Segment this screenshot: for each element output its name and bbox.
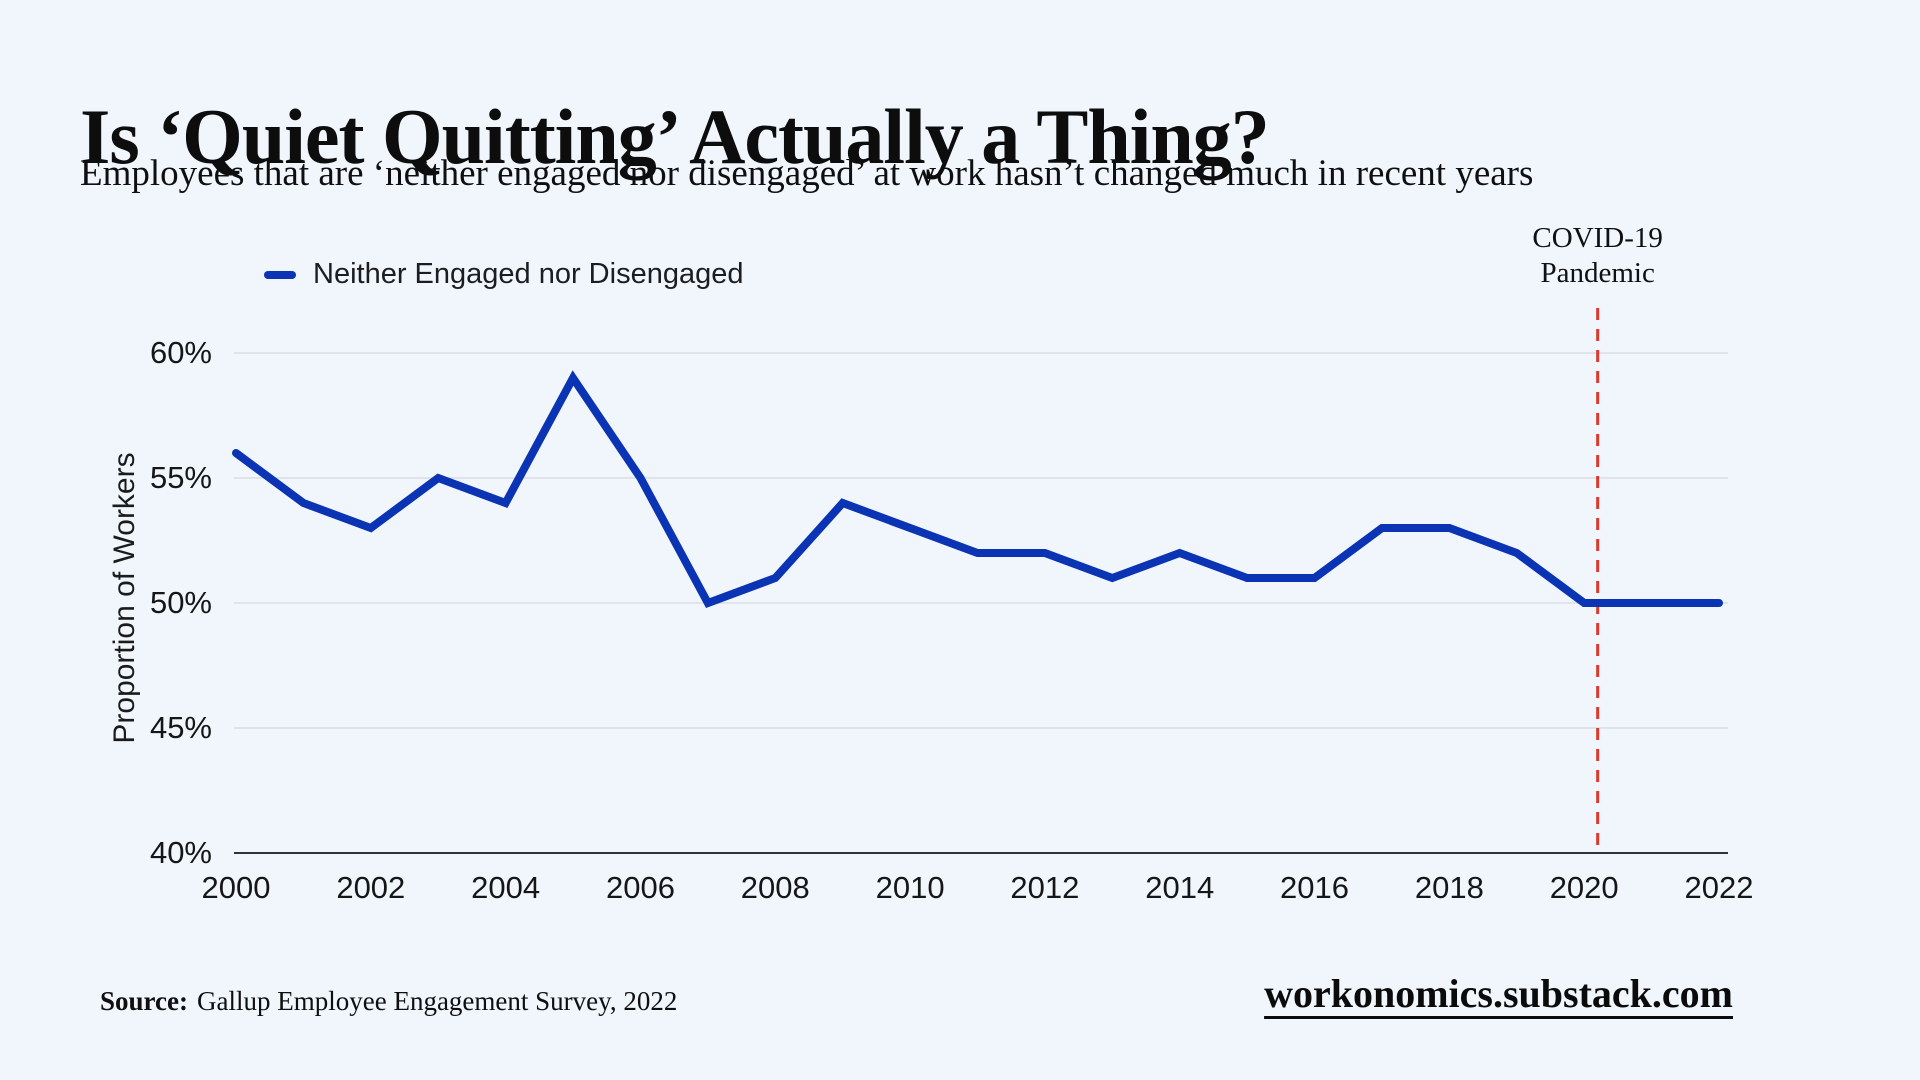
y-tick-label: 50% bbox=[149, 585, 212, 620]
x-tick-label: 2000 bbox=[201, 870, 271, 905]
website-link[interactable]: workonomics.substack.com bbox=[1264, 971, 1733, 1016]
source-note: Source: Gallup Employee Engagement Survey… bbox=[100, 986, 677, 1017]
source-text: Gallup Employee Engagement Survey, 2022 bbox=[197, 986, 678, 1016]
x-tick-label: 2016 bbox=[1280, 870, 1350, 905]
x-tick-label: 2004 bbox=[471, 870, 541, 905]
data-line-neither-engaged-nor-disengaged bbox=[232, 370, 1723, 608]
source-label: Source: bbox=[100, 986, 188, 1016]
y-tick-label: 45% bbox=[149, 710, 212, 745]
y-tick-label: 40% bbox=[149, 835, 212, 870]
x-tick-label: 2022 bbox=[1684, 870, 1754, 905]
x-tick-label: 2020 bbox=[1549, 870, 1619, 905]
annotation-covid-line2: Pandemic bbox=[1540, 257, 1655, 289]
annotation-covid-line1: COVID-19 bbox=[1532, 222, 1663, 254]
chart-title: Is ‘Quiet Quitting’ Actually a Thing? bbox=[80, 93, 1270, 181]
legend-line-swatch bbox=[264, 270, 296, 279]
x-tick-label: 2010 bbox=[875, 870, 945, 905]
y-tick-label: 60% bbox=[149, 335, 212, 370]
x-tick-label: 2006 bbox=[605, 870, 675, 905]
legend-label: Neither Engaged nor Disengaged bbox=[313, 258, 744, 290]
x-tick-label: 2012 bbox=[1010, 870, 1080, 905]
chart-subtitle: Employees that are ‘neither engaged nor … bbox=[80, 153, 1534, 194]
x-tick-label: 2018 bbox=[1414, 870, 1484, 905]
x-tick-label: 2002 bbox=[336, 870, 406, 905]
y-axis-title: Proportion of Workers bbox=[108, 452, 141, 744]
x-tick-label: 2008 bbox=[740, 870, 810, 905]
y-tick-label: 55% bbox=[149, 460, 212, 495]
x-tick-label: 2014 bbox=[1145, 870, 1215, 905]
legend: Neither Engaged nor Disengaged bbox=[264, 258, 743, 291]
